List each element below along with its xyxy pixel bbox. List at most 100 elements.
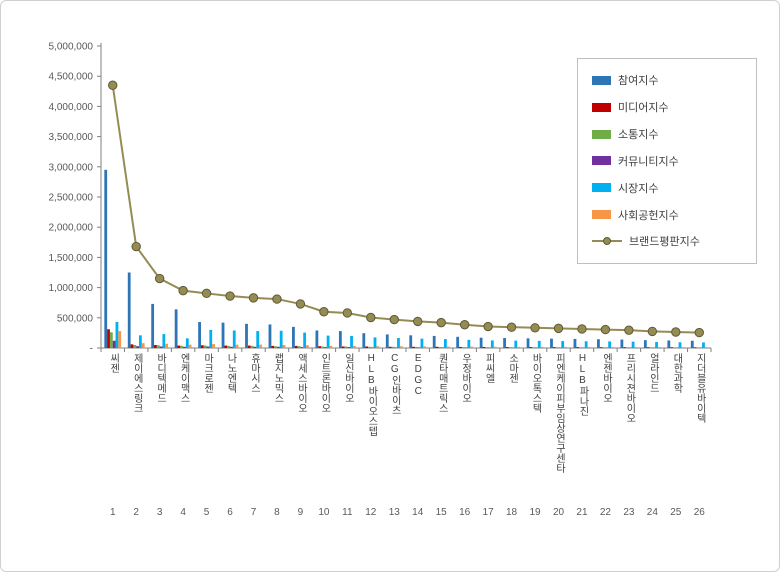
legend-item: 참여지수	[592, 72, 742, 88]
bar-5	[138, 335, 142, 348]
bar-5	[373, 337, 377, 348]
bar-2	[365, 346, 369, 348]
bar-6	[399, 346, 403, 348]
bar-1	[573, 338, 577, 348]
bar-1	[479, 337, 483, 348]
legend-swatch-icon	[592, 210, 611, 220]
bar-3	[673, 347, 676, 348]
bar-5	[584, 341, 588, 348]
bar-3	[485, 347, 489, 348]
legend-item: 시장지수	[592, 180, 742, 196]
bar-3	[274, 346, 277, 348]
bar-4	[370, 347, 374, 348]
bar-3	[321, 346, 324, 348]
bar-1	[503, 338, 506, 348]
bar-2	[224, 345, 228, 348]
x-category-label: CG인바이츠	[389, 353, 401, 415]
rank-label: 2	[133, 507, 139, 518]
bar-6	[282, 344, 286, 348]
x-category-label: 얼라인드	[647, 353, 659, 393]
bar-3	[391, 346, 395, 348]
bar-2	[693, 347, 697, 348]
rank-label: 1	[109, 507, 116, 518]
x-category-label: 퀀타매트릭스	[436, 353, 448, 413]
x-category-label: 대한과학	[670, 353, 682, 393]
bar-5	[115, 322, 119, 348]
bar-3	[344, 346, 348, 348]
bar-6	[423, 346, 427, 348]
rank-label: 26	[693, 507, 705, 518]
bar-1	[432, 335, 436, 348]
line-marker	[178, 285, 188, 296]
x-category-label: 엔케이맥스	[178, 353, 190, 403]
bar-6	[329, 345, 333, 348]
legend-swatch-icon	[592, 129, 611, 139]
line-marker	[295, 299, 306, 309]
x-category-label: 피씨엘	[483, 353, 495, 383]
bar-4	[276, 346, 280, 348]
bar-5	[232, 330, 236, 348]
bar-2	[552, 347, 556, 348]
y-tick-label: 1,000,000	[49, 283, 94, 294]
bar-2	[529, 347, 533, 348]
bar-5	[678, 342, 682, 348]
bar-1	[292, 326, 295, 348]
bar-3	[250, 345, 254, 348]
bar-2	[412, 346, 415, 348]
legend-item: 미디어지수	[592, 99, 742, 115]
y-tick-label: 500,000	[57, 313, 94, 324]
legend-swatch-icon	[592, 102, 611, 112]
y-tick-label: 3,000,000	[49, 162, 94, 173]
bar-2	[388, 346, 392, 348]
rank-label: 6	[227, 507, 233, 518]
bar-1	[127, 272, 131, 348]
x-category-label: 일신바이오	[342, 353, 354, 403]
bar-5	[209, 329, 213, 348]
line-marker	[319, 307, 329, 317]
bar-3	[696, 347, 700, 348]
x-category-label: 마크로젠	[201, 353, 213, 393]
bar-5	[256, 331, 260, 348]
bar-2	[459, 346, 462, 348]
bar-3	[368, 346, 371, 348]
bar-2	[341, 346, 345, 348]
x-category-label: 프리시젼바이오	[623, 353, 635, 423]
bar-2	[576, 347, 580, 348]
rank-label: 21	[576, 507, 588, 518]
rank-label: 19	[529, 507, 541, 518]
x-category-label: EDGC	[412, 353, 424, 397]
bar-6	[259, 344, 262, 348]
bar-3	[203, 345, 207, 348]
bar-4	[300, 347, 304, 348]
bar-6	[540, 346, 544, 348]
bar-6	[611, 346, 614, 348]
legend-item: 사회공헌지수	[592, 207, 742, 223]
bar-6	[517, 346, 520, 348]
bar-5	[279, 330, 283, 348]
x-category-label: 지더블유바이텍	[694, 353, 706, 423]
bar-2	[318, 346, 322, 348]
rank-label: 14	[412, 507, 424, 518]
x-category-label: 엔젠바이오	[600, 353, 612, 403]
line-marker	[272, 294, 282, 304]
legend-label: 시장지수	[618, 182, 659, 195]
bar-4	[136, 346, 139, 348]
bar-6	[681, 347, 685, 348]
x-category-label: HLB파나진	[576, 353, 588, 416]
line-marker	[553, 323, 564, 334]
bar-3	[227, 345, 231, 348]
bar-4	[394, 347, 398, 348]
bar-5	[443, 339, 447, 348]
line-marker	[389, 314, 399, 325]
bar-4	[159, 346, 163, 348]
rank-label: 3	[156, 507, 163, 518]
bar-6	[141, 343, 145, 348]
bar-2	[177, 345, 181, 348]
x-category-label: 나노엔텍	[225, 353, 237, 393]
bar-6	[446, 346, 450, 348]
bar-3	[555, 347, 559, 348]
line-marker	[413, 316, 423, 327]
x-category-label: 피엔케이피부임상연구센타	[553, 353, 565, 473]
y-tick-label: 3,500,000	[49, 132, 94, 143]
